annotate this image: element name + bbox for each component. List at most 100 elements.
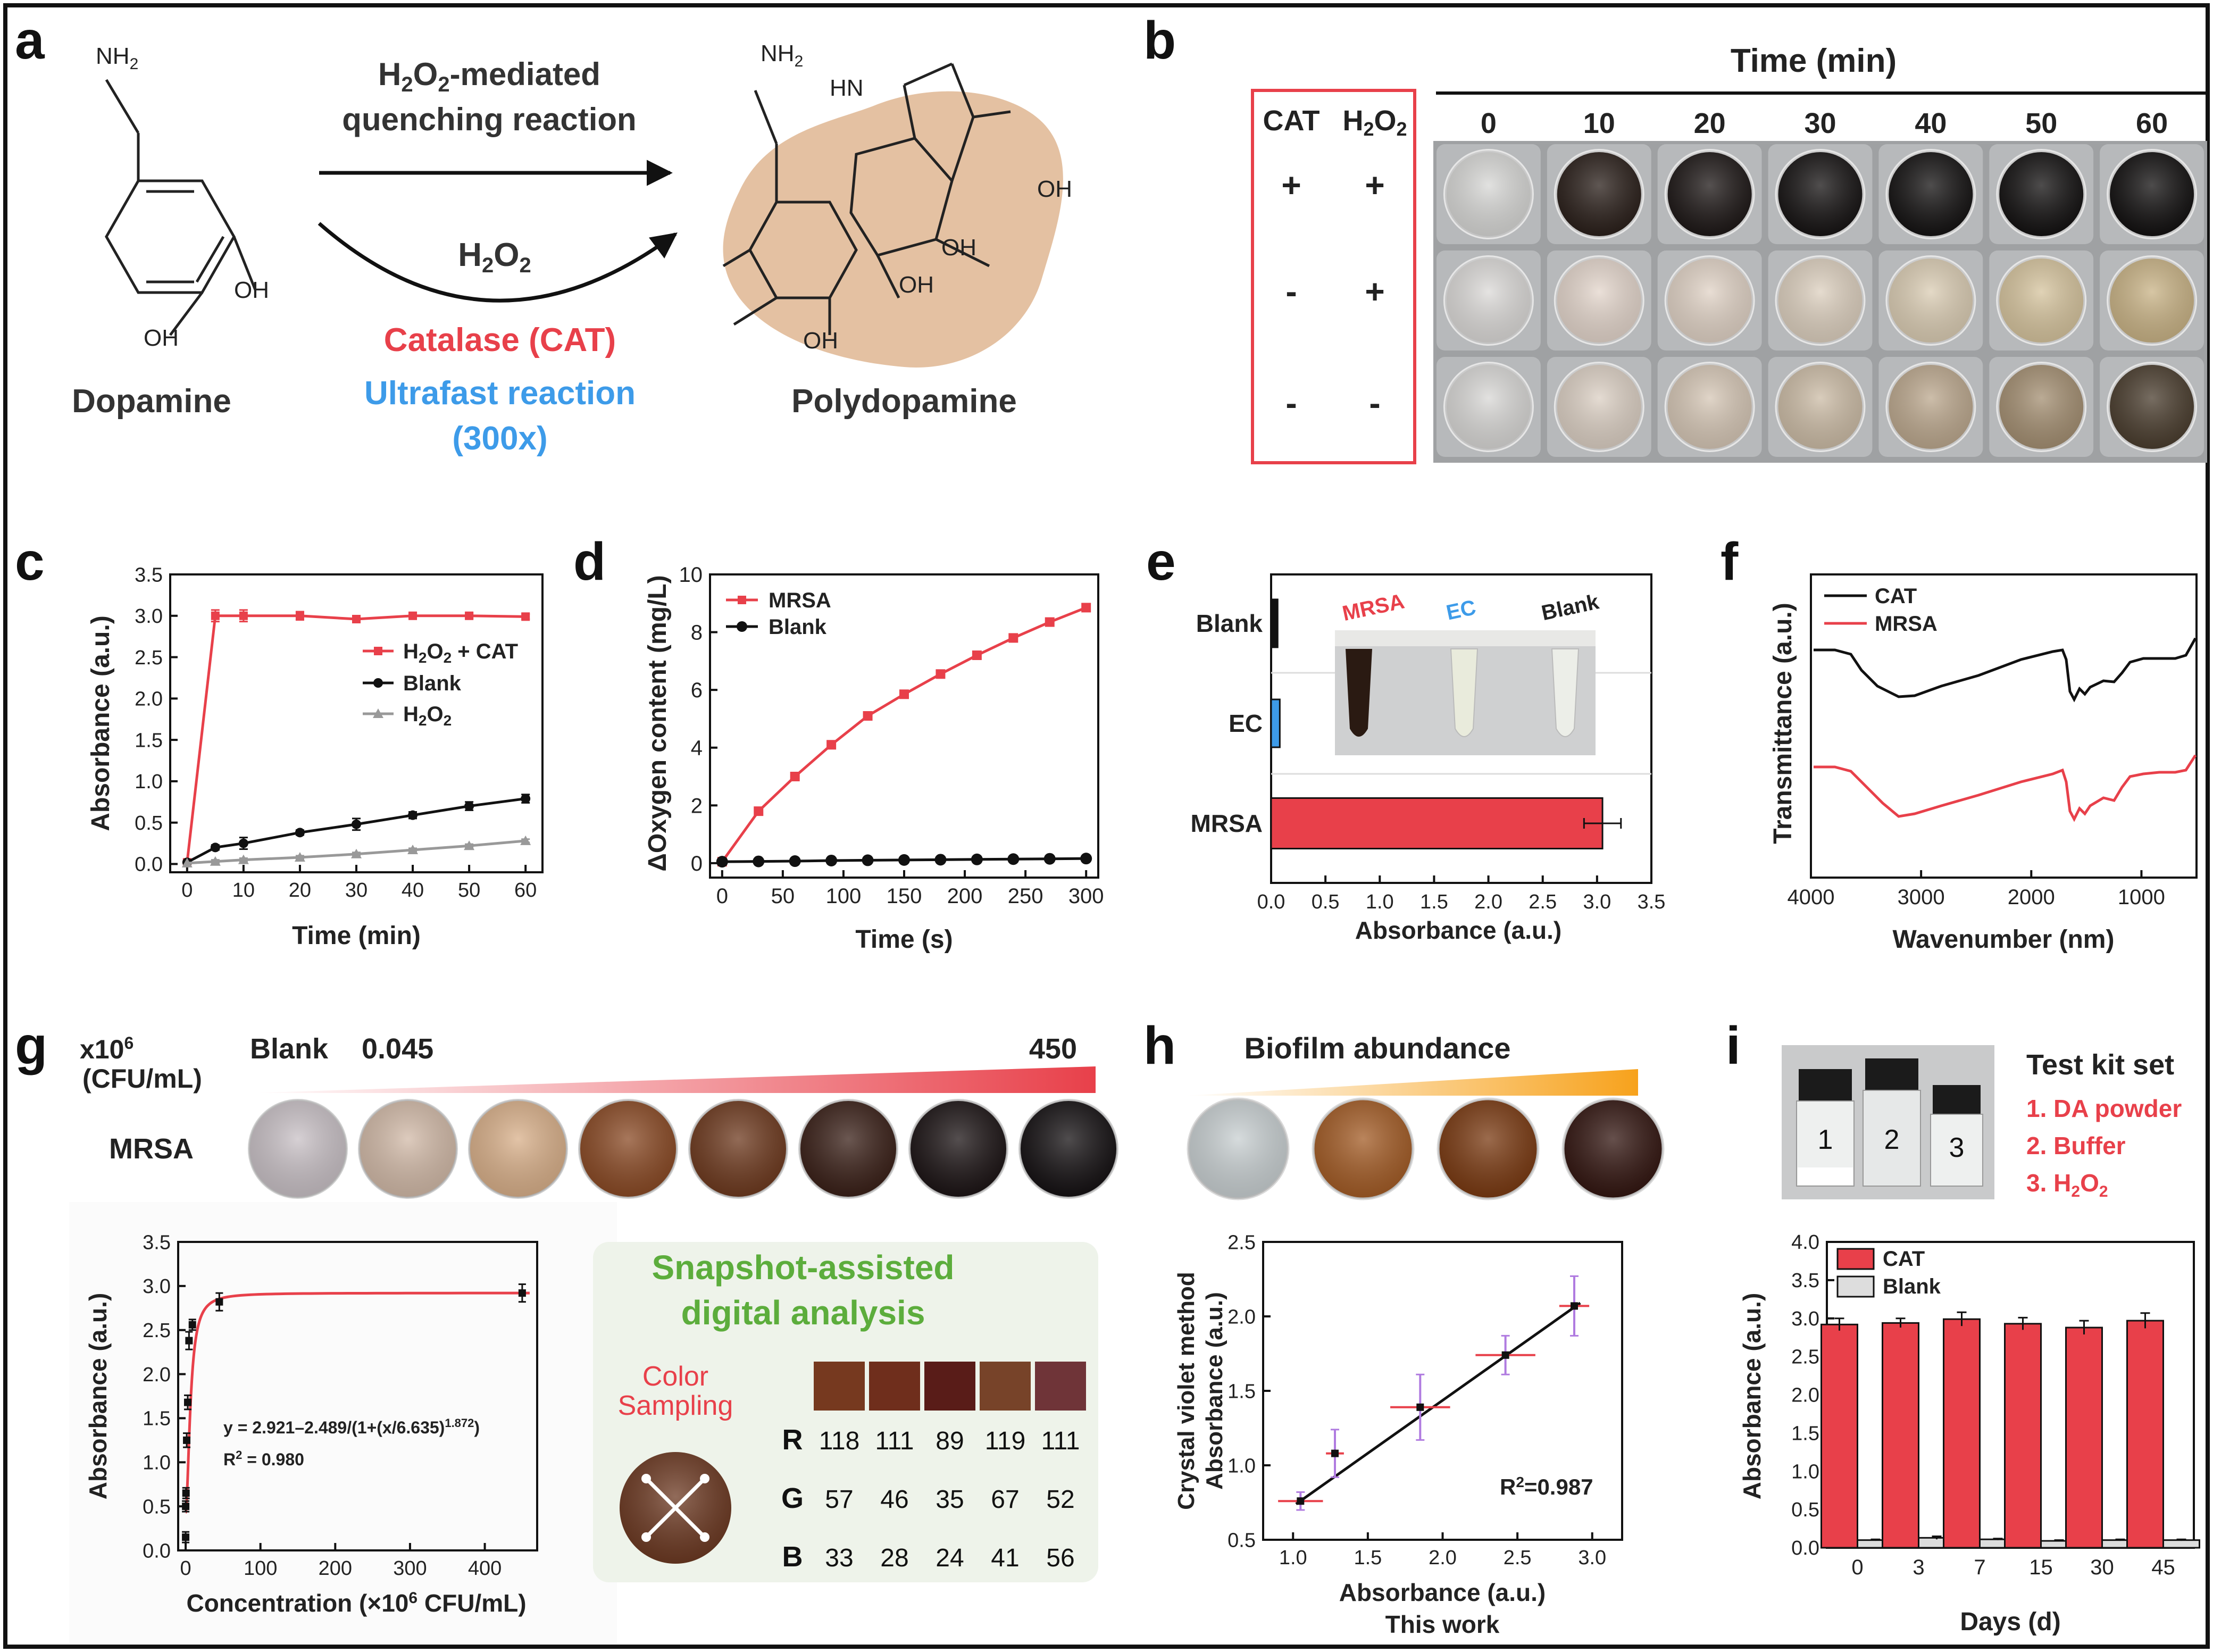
d-legend: MRSA Blank [726, 589, 831, 639]
f-line-cat [1814, 637, 2197, 703]
c-point [408, 810, 418, 820]
c-point [181, 857, 193, 867]
x-tick-label: 3.5 [1638, 891, 1666, 913]
x-tick-label: 1.5 [1354, 1547, 1382, 1569]
well-shine [1444, 257, 1532, 344]
snapshot-title-2: digital analysis [681, 1294, 925, 1332]
c-point [521, 794, 531, 804]
dopamine-structure [105, 79, 257, 336]
polydopamine-nh2: NH2 [761, 40, 803, 70]
h-fit-line [1295, 1301, 1581, 1505]
well-shine [1776, 257, 1864, 344]
well-shine [1998, 363, 2085, 450]
h-title: Biofilm abundance [1245, 1031, 1511, 1065]
x-tick-label: 3.0 [1583, 891, 1611, 913]
g-point [183, 1436, 191, 1444]
g-high-label: 450 [1029, 1033, 1077, 1065]
h-well-shine [1438, 1099, 1538, 1199]
well-shine [2108, 363, 2196, 450]
f-frame [1810, 573, 2198, 879]
i-bar [1943, 1318, 1981, 1549]
h-ylabel-1: Crystal violet method [1173, 1272, 1199, 1509]
g-r2: R2 = 0.980 [223, 1448, 304, 1469]
i-plot: 0.0 0.5 1.0 1.5 2.0 2.5 3.0 3.5 4.0 0 3 7 15 30 45 [1791, 1231, 2200, 1579]
time-label-60: 60 [2136, 107, 2168, 139]
arrow-label-h2o2: H2O2 [458, 237, 531, 277]
y-tick-label: 2.0 [1791, 1384, 1819, 1407]
g-frame [177, 1241, 538, 1551]
c-point [239, 611, 248, 620]
g-well-shine [579, 1100, 677, 1198]
time-title: Time (min) [1731, 43, 1897, 79]
d-point [972, 650, 982, 660]
color-sampling-1: Color [642, 1361, 708, 1392]
c-point [464, 801, 474, 811]
time-label-50: 50 [2025, 107, 2057, 139]
g-ylabel: Absorbance (a.u.) [84, 1293, 112, 1500]
c-plot: 0 10 20 30 40 50 60 0.0 0.5 1.0 1.5 2.0 2.5 3.0 3.5 [135, 564, 537, 902]
i-legend-1: CAT [1883, 1247, 1925, 1271]
y-tick-label: 3.5 [135, 564, 163, 586]
g-rgb-value: 89 [936, 1427, 964, 1455]
g-point [184, 1398, 191, 1406]
ultrafast-factor: (300x) [452, 420, 547, 457]
c-point [351, 848, 362, 858]
x-tick-label: 2.5 [1504, 1547, 1532, 1569]
h2o2-sign-2: - [1369, 384, 1380, 422]
c-series-line [187, 839, 526, 865]
well-shine [1887, 363, 1975, 450]
well-shine [1555, 257, 1643, 344]
d-point [862, 854, 874, 866]
g-low-label: 0.045 [362, 1033, 433, 1065]
f-ticks: 4000 3000 2000 1000 [1788, 870, 2165, 909]
x-tick-label: 50 [771, 885, 795, 908]
y-tick-label: 8 [691, 621, 703, 645]
g-rgb-value: 52 [1046, 1486, 1074, 1514]
panel-b: Time (min) CAT H2O2 + + - + - - 0 10 20 30 40 50 60 [1251, 43, 2207, 464]
x-tick-label: 45 [2151, 1556, 2175, 1579]
d-point [825, 854, 838, 866]
panel-a: NH2 OH OH Dopamine H2O2-mediated quenchi… [72, 40, 1072, 457]
dopamine-nh2: NH2 [96, 43, 138, 73]
i-bar [1882, 1322, 1919, 1549]
polydopamine-oh-3: OH [899, 272, 934, 298]
panel-i: 1 2 3 Test kit set 1. DA powder 2. Buffe… [1738, 1045, 2200, 1636]
h-point [1297, 1497, 1305, 1505]
g-rgb-value: 28 [880, 1544, 908, 1572]
dopamine-label: Dopamine [72, 383, 231, 420]
d-ylabel: ΔOxygen content (mg/L) [644, 575, 672, 871]
well-shine [1444, 363, 1532, 450]
panel-letter-b: b [1143, 11, 1176, 70]
h-ylabel-2: Absorbance (a.u.) [1201, 1292, 1227, 1490]
d-legend-1: MRSA [769, 589, 831, 612]
i-kit-item-2: 2. Buffer [2026, 1132, 2126, 1159]
x-tick-label: 1.0 [1366, 891, 1394, 913]
color-sampling-2: Sampling [618, 1390, 733, 1421]
y-tick-label: 4 [691, 737, 703, 760]
f-line-mrsa [1814, 754, 2197, 822]
e-category-label: EC [1229, 710, 1263, 737]
y-tick-label: 3.0 [135, 605, 163, 628]
wells-grid [1437, 144, 2204, 457]
well-shine [1555, 151, 1643, 238]
e-category-label: Blank [1196, 610, 1263, 637]
c-point [210, 856, 221, 866]
time-label-20: 20 [1694, 107, 1726, 139]
panel-letter-a: a [15, 11, 45, 70]
g-rgb-value: 33 [825, 1544, 853, 1572]
x-tick-label: 1000 [2118, 886, 2165, 909]
g-well-shine [469, 1100, 567, 1198]
h2o2-sign-0: + [1365, 166, 1384, 204]
x-tick-label: 0.5 [1312, 891, 1340, 913]
h-plot: 1.0 1.5 2.0 2.5 3.0 0.5 1.0 1.5 2.0 2.5 [1227, 1231, 1606, 1569]
well-shine [1887, 257, 1975, 344]
d-point [753, 855, 765, 867]
x-tick-label: 150 [887, 885, 922, 908]
y-tick-label: 2.5 [135, 647, 163, 669]
x-tick-label: 300 [393, 1557, 427, 1580]
y-tick-label: 4.0 [1791, 1231, 1819, 1254]
dopamine-oh-1: OH [234, 277, 269, 303]
e-tube-mrsa [1346, 649, 1372, 737]
x-tick-label: 30 [345, 879, 368, 902]
c-point [238, 854, 249, 864]
